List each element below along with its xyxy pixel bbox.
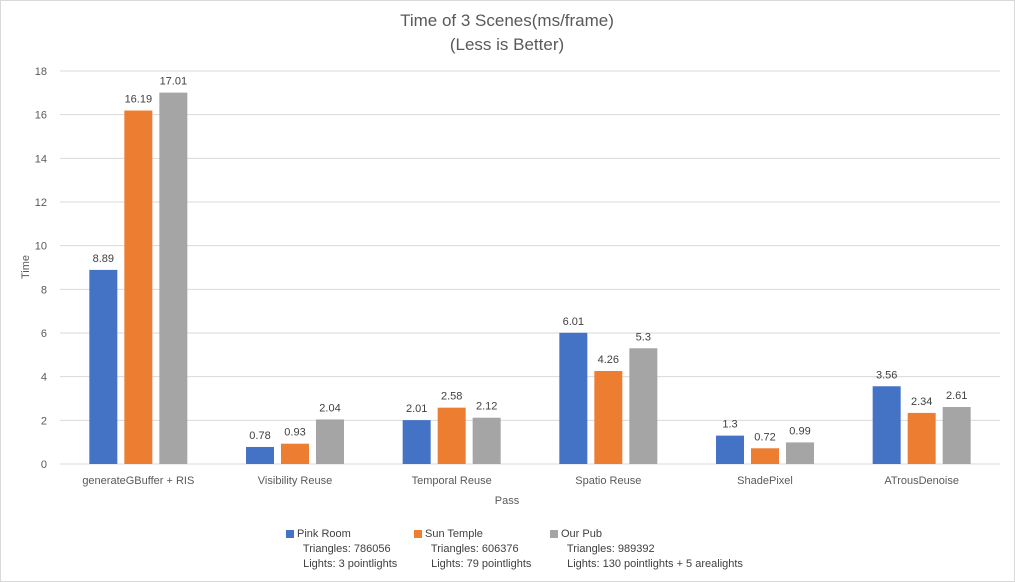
y-axis-ticks: 0 2 4 6 8 10 12 14 16 18 [35,66,47,471]
chart-title: Time of 3 Scenes(ms/frame) [400,11,614,30]
x-tick-label-0: generateGBuffer + RIS [82,475,194,487]
data-label-1-1: 0.93 [284,427,305,439]
legend-name-0: Pink Room [297,528,351,540]
gridlines [60,70,1000,465]
y-tick-label-8: 16 [35,110,47,122]
y-tick-label-5: 10 [35,241,47,253]
data-label-0-0: 8.89 [93,253,114,265]
bar-2-2 [472,417,501,464]
data-label-3-2: 5.3 [636,331,651,343]
x-tick-label-1: Visibility Reuse [258,475,332,487]
bar-0-0 [89,269,118,464]
y-tick-label-4: 8 [41,284,47,296]
legend-detail-2-1: Lights: 130 pointlights + 5 arealights [561,558,743,570]
y-tick-label-0: 0 [41,459,47,471]
bar-4-0 [716,435,744,464]
bar-3-1 [594,370,623,464]
x-axis-ticks: generateGBuffer + RIS Visibility Reuse Tem… [82,475,959,487]
bar-2-1 [437,407,466,464]
legend-entry-2: Our Pub Triangles: 989392 Lights: 130 po… [550,527,743,572]
data-labels: 8.89 16.19 17.01 0.78 0.93 2.04 2.01 2.58 2.12 6.… [93,76,968,444]
data-label-5-0: 3.56 [876,369,897,381]
data-label-4-2: 0.99 [789,425,810,437]
data-label-4-0: 1.3 [722,419,737,431]
legend-swatch-2 [550,530,558,538]
data-label-5-1: 2.34 [911,396,932,408]
y-tick-label-9: 18 [35,66,47,78]
y-axis-title: Time [20,255,32,279]
data-label-4-1: 0.72 [754,431,775,443]
legend-name-1: Sun Temple [425,528,483,540]
data-label-3-0: 6.01 [563,316,584,328]
data-label-5-2: 2.61 [946,390,967,402]
data-label-2-2: 2.12 [476,401,497,413]
y-tick-label-1: 2 [41,415,47,427]
bars [89,92,971,465]
chart-subtitle: (Less is Better) [450,35,564,54]
legend-detail-0-0: Triangles: 786056 [297,543,391,555]
x-axis-title: Pass [495,495,520,507]
x-tick-label-3: Spatio Reuse [575,475,641,487]
legend-name-2: Our Pub [561,528,602,540]
x-tick-label-5: ATrousDenoise [884,475,959,487]
legend-detail-1-0: Triangles: 606376 [425,543,519,555]
bar-0-2 [159,92,188,465]
legend-detail-0-1: Lights: 3 pointlights [297,558,398,570]
x-tick-label-4: ShadePixel [737,475,793,487]
legend-swatch-1 [414,530,422,538]
bar-4-2 [786,442,814,464]
bar-1-2 [316,419,344,464]
x-tick-label-2: Temporal Reuse [412,475,492,487]
y-tick-label-7: 14 [35,153,47,165]
legend-detail-2-0: Triangles: 989392 [561,543,655,555]
data-label-2-0: 2.01 [406,403,427,415]
bar-5-0 [872,386,901,464]
data-label-0-1: 16.19 [125,94,153,106]
data-label-1-0: 0.78 [249,430,270,442]
bar-1-0 [246,446,274,464]
y-tick-label-2: 4 [41,372,47,384]
chart-legend: Pink Room Triangles: 786056 Lights: 3 po… [0,527,1015,577]
bar-1-1 [281,443,309,464]
bar-0-1 [124,110,153,464]
bar-4-1 [751,448,779,464]
legend-entry-0: Pink Room Triangles: 786056 Lights: 3 po… [286,527,397,572]
legend-swatch-0 [286,530,294,538]
data-label-1-2: 2.04 [319,402,340,414]
y-tick-label-3: 6 [41,328,47,340]
data-label-2-1: 2.58 [441,391,462,403]
bar-5-2 [942,407,971,464]
data-label-3-1: 4.26 [598,354,619,366]
data-label-0-2: 17.01 [160,76,188,88]
bar-2-0 [402,420,431,464]
legend-entry-1: Sun Temple Triangles: 606376 Lights: 79 … [414,527,531,572]
bar-3-2 [629,348,658,464]
legend-detail-1-1: Lights: 79 pointlights [425,558,532,570]
bar-3-0 [559,332,588,464]
bar-5-1 [907,412,936,464]
y-tick-label-6: 12 [35,197,47,209]
